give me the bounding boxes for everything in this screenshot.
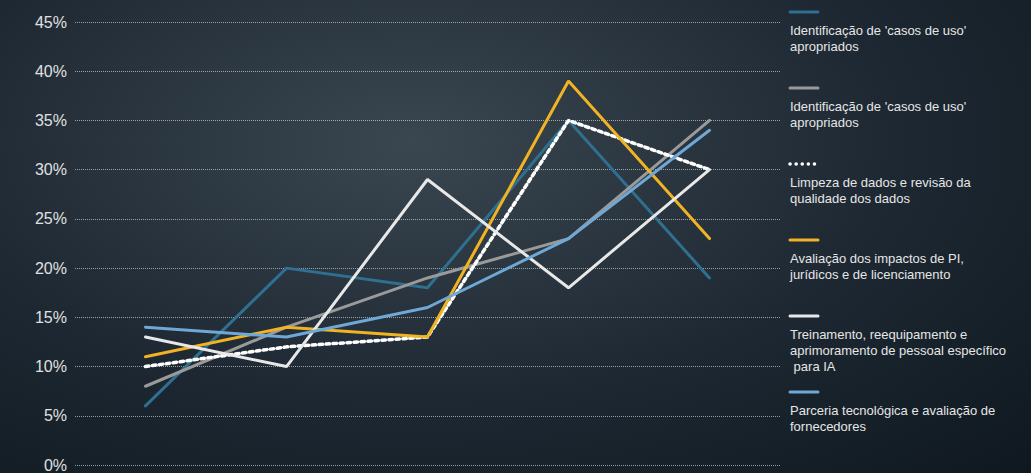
svg-text:20%: 20% <box>35 260 67 277</box>
svg-text:para IA: para IA <box>790 359 836 374</box>
svg-text:0%: 0% <box>44 457 67 473</box>
svg-text:Avaliação dos impactos de PI,: Avaliação dos impactos de PI, <box>790 251 968 266</box>
svg-text:apropriados: apropriados <box>790 115 859 130</box>
svg-text:25%: 25% <box>35 210 67 227</box>
svg-text:35%: 35% <box>35 112 67 129</box>
svg-text:apropriados: apropriados <box>790 39 859 54</box>
svg-text:fornecedores: fornecedores <box>790 419 866 434</box>
svg-text:Treinamento, reequipamento e: Treinamento, reequipamento e <box>790 327 971 342</box>
svg-text:jurídicos e de licenciamento: jurídicos e de licenciamento <box>789 267 950 282</box>
svg-text:Identificação de 'casos de uso: Identificação de 'casos de uso' <box>790 23 970 38</box>
svg-text:Parceria tecnológica e avaliaç: Parceria tecnológica e avaliação de <box>790 403 999 418</box>
svg-text:qualidade dos dados: qualidade dos dados <box>790 191 910 206</box>
svg-text:Limpeza de dados e revisão da: Limpeza de dados e revisão da <box>790 175 974 190</box>
svg-text:5%: 5% <box>44 407 67 424</box>
svg-text:45%: 45% <box>35 14 67 31</box>
svg-text:30%: 30% <box>35 161 67 178</box>
svg-text:Identificação de 'casos de uso: Identificação de 'casos de uso' <box>790 99 970 114</box>
svg-text:aprimoramento de pessoal espec: aprimoramento de pessoal específico <box>790 343 1006 358</box>
svg-text:40%: 40% <box>35 63 67 80</box>
svg-text:15%: 15% <box>35 309 67 326</box>
svg-text:10%: 10% <box>35 358 67 375</box>
